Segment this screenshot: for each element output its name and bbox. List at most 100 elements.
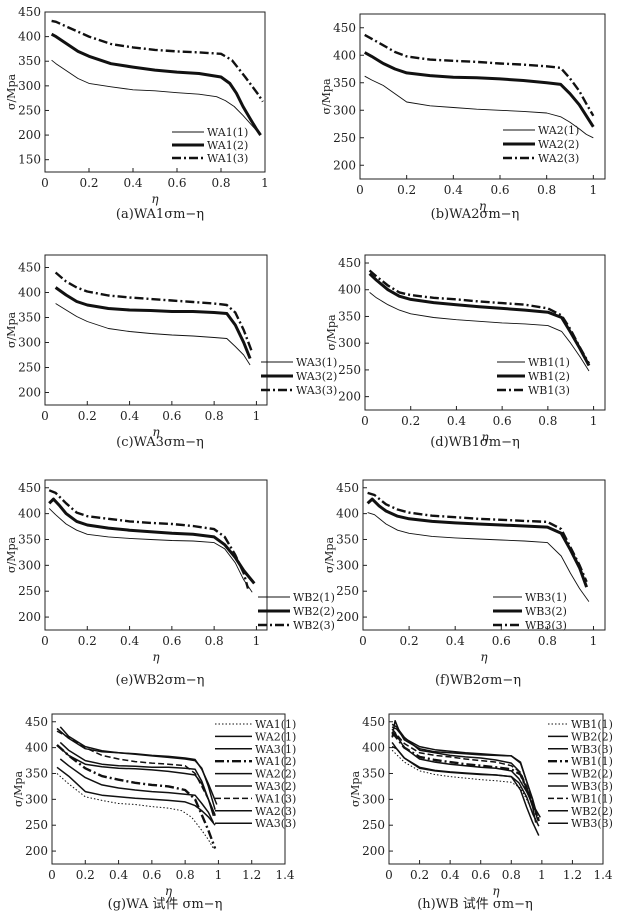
x-tick-label: 1 — [253, 409, 261, 423]
x-tick-label: 0.6 — [162, 409, 181, 423]
chart-panel: 200 250 300 350 400 450 0 0.2 0.4 0.6 0.8 1 1.2 1.4 η σ… — [349, 713, 613, 912]
x-tick-label: 0.6 — [490, 183, 509, 197]
y-tick-label: 400 — [362, 741, 385, 755]
y-tick-label: 250 — [338, 363, 361, 377]
x-tick-label: 0.8 — [538, 414, 557, 428]
y-tick-label: 450 — [25, 715, 48, 729]
x-tick-label: 0.4 — [120, 634, 139, 648]
legend-label: WA3(1) — [296, 356, 337, 369]
x-tick-label: 0.6 — [162, 634, 181, 648]
series-line — [48, 497, 256, 585]
legend-label: WA1(2) — [207, 139, 248, 152]
legend-label: WA3(3) — [296, 384, 337, 397]
x-tick-label: 1 — [590, 634, 598, 648]
x-tick-label: 0.2 — [78, 634, 97, 648]
legend-label: WB3(3) — [525, 619, 567, 632]
x-tick-label: 0.2 — [401, 414, 420, 428]
plot-frame — [44, 11, 266, 173]
series-line — [48, 508, 253, 593]
chart-caption: (c)WA3σm−η — [116, 435, 204, 450]
plot-frame — [44, 479, 268, 631]
y-tick-label: 450 — [333, 21, 356, 35]
series-line — [368, 272, 591, 367]
x-tick-label: 0.8 — [176, 868, 195, 882]
x-tick-label: 1.4 — [593, 868, 612, 882]
x-axis-label: η — [165, 884, 173, 898]
x-tick-label: 0.2 — [400, 634, 419, 648]
x-axis-label: η — [152, 425, 160, 439]
y-tick-label: 250 — [18, 103, 41, 117]
legend-label: WB3(3) — [571, 817, 613, 830]
chart-caption: (a)WA1σm−η — [116, 207, 204, 222]
x-tick-label: 0.6 — [493, 414, 512, 428]
y-tick-label: 400 — [333, 48, 356, 62]
x-tick-label: 0 — [41, 634, 49, 648]
y-tick-label: 200 — [18, 386, 41, 400]
series-line — [54, 286, 252, 360]
legend-label: WA3(2) — [255, 780, 296, 793]
x-tick-label: 0.8 — [205, 409, 224, 423]
y-tick-label: 200 — [362, 844, 385, 858]
plot-frame — [44, 254, 268, 406]
series-line — [55, 303, 251, 366]
x-tick-label: 0.6 — [471, 868, 490, 882]
x-tick-label: 0.4 — [120, 409, 139, 423]
series-line — [59, 726, 216, 810]
x-tick-label: 0.4 — [447, 414, 466, 428]
x-axis-label: η — [479, 199, 487, 213]
legend-label: WA1(3) — [255, 792, 296, 805]
y-tick-label: 300 — [18, 79, 41, 93]
y-tick-label: 250 — [18, 361, 41, 375]
x-axis-label: η — [152, 650, 160, 664]
x-tick-label: 0 — [359, 634, 367, 648]
legend-label: WA1(2) — [255, 755, 296, 768]
x-axis-label: η — [492, 884, 500, 898]
y-tick-label: 350 — [18, 54, 41, 68]
legend-label: WB3(3) — [571, 743, 613, 756]
chart-caption: (f)WB2σm−η — [435, 673, 521, 688]
chart-panel: 200 250 300 350 400 450 0 0.2 0.4 0.6 0.8 1 η σ/Mpa WB… — [323, 479, 606, 688]
y-tick-label: 350 — [25, 766, 48, 780]
series-line — [364, 33, 595, 117]
y-tick-label: 400 — [18, 507, 41, 521]
legend-label: WA2(1) — [538, 124, 579, 137]
legend-label: WA1(3) — [207, 152, 248, 165]
series-line — [59, 758, 215, 823]
x-tick-label: 1 — [215, 868, 223, 882]
y-tick-label: 350 — [18, 311, 41, 325]
series-line — [368, 269, 591, 365]
y-tick-label: 200 — [336, 610, 359, 624]
legend-label: WA2(1) — [255, 730, 296, 743]
chart-panel: 200 250 300 350 400 450 0 0.2 0.4 0.6 0.8 1 1.2 1.4 η σ… — [12, 713, 296, 912]
y-tick-label: 300 — [333, 103, 356, 117]
x-tick-label: 0.2 — [79, 176, 98, 190]
series-line — [48, 489, 250, 589]
y-tick-label: 400 — [336, 507, 359, 521]
x-tick-label: 0.2 — [410, 868, 429, 882]
legend-label: WA3(1) — [255, 743, 296, 756]
x-tick-label: 0.4 — [123, 176, 142, 190]
plot-frame — [362, 479, 606, 631]
series-line — [391, 719, 539, 820]
series-line — [367, 491, 588, 583]
x-tick-label: 0.8 — [205, 634, 224, 648]
x-tick-label: 1.2 — [563, 868, 582, 882]
legend-label: WB3(1) — [525, 591, 567, 604]
legend-label: WA2(3) — [538, 152, 579, 165]
y-tick-label: 200 — [18, 610, 41, 624]
y-tick-label: 350 — [338, 309, 361, 323]
legend-label: WA2(2) — [255, 768, 296, 781]
y-tick-label: 300 — [18, 336, 41, 350]
series-line — [56, 730, 216, 817]
x-tick-label: 0.4 — [109, 868, 128, 882]
legend-label: WB2(3) — [293, 619, 335, 632]
legend-label: WB2(2) — [571, 805, 613, 818]
x-tick-label: 0 — [385, 868, 393, 882]
y-tick-label: 400 — [338, 283, 361, 297]
y-axis-label: σ/Mpa — [5, 312, 18, 349]
y-tick-label: 400 — [25, 741, 48, 755]
series-line — [369, 292, 590, 372]
chart-caption: (d)WB1σm−η — [430, 435, 520, 450]
chart-panel: 150 200 250 300 350 400 450 0 0.2 0.4 0.6 0.8 1 η σ/Mp… — [5, 5, 269, 222]
legend-label: WB3(3) — [571, 780, 613, 793]
